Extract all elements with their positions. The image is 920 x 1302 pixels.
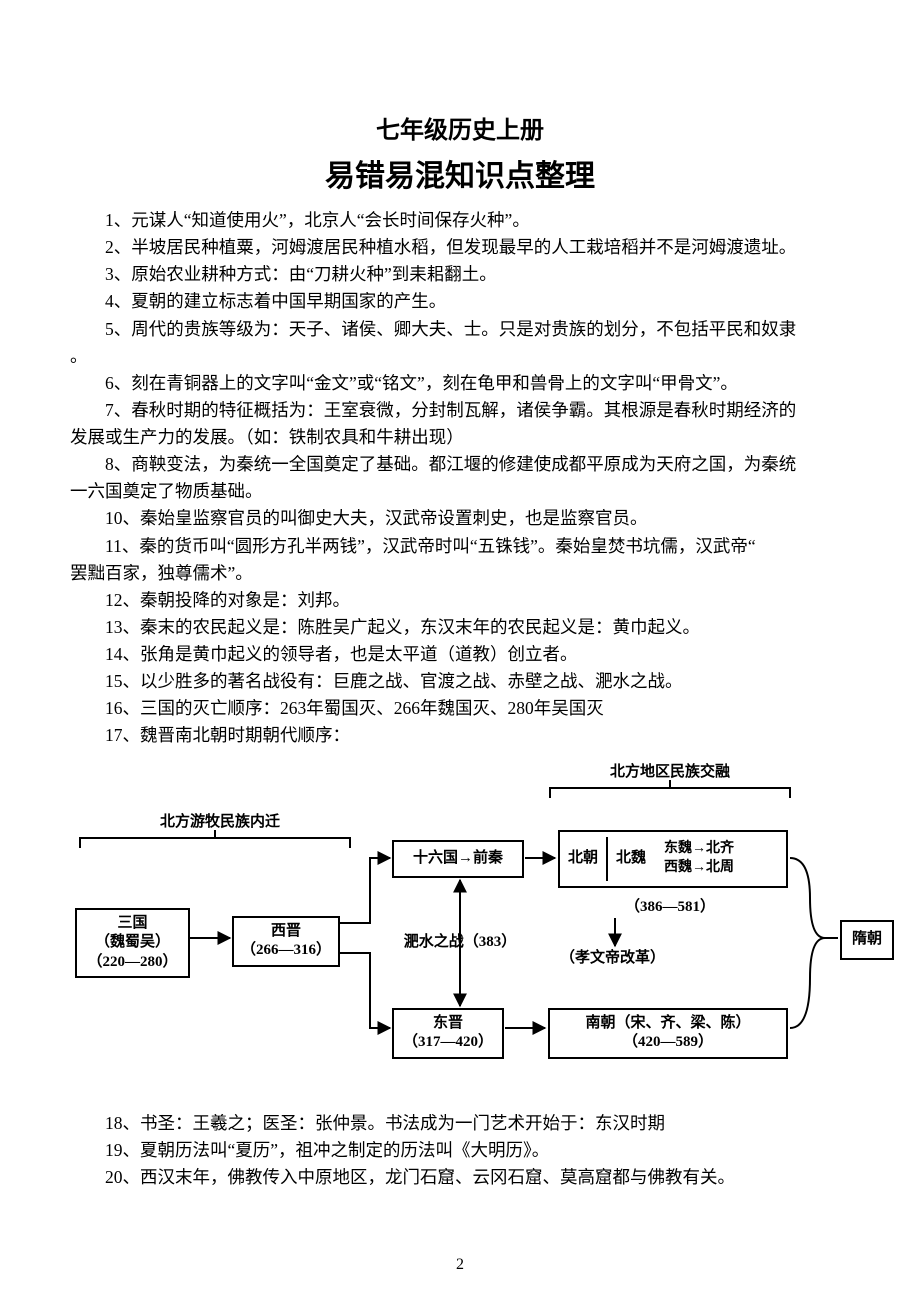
beichao-date: （386—581）: [625, 895, 715, 916]
node-sui-text: 隋朝: [852, 930, 882, 950]
node-sui: 隋朝: [840, 920, 894, 960]
item-5b: 。: [70, 343, 850, 370]
node-nanchao: 南朝（宋、齐、梁、陈） （420—589）: [548, 1008, 788, 1059]
item-11a: 11、秦的货币叫“圆形方孔半两钱”，汉武帝时叫“五铢钱”。秦始皇焚书坑儒，汉武帝…: [70, 533, 850, 560]
item-19: 19、夏朝历法叫“夏历”，祖冲之制定的历法叫《大明历》。: [70, 1137, 850, 1164]
item-20: 20、西汉末年，佛教传入中原地区，龙门石窟、云冈石窟、莫高窟都与佛教有关。: [70, 1164, 850, 1191]
node-nanchao-l2: （420—589）: [623, 1033, 713, 1053]
item-14: 14、张角是黄巾起义的领导者，也是太平道（道教）创立者。: [70, 641, 850, 668]
node-sanguo-l2: （魏蜀吴）: [95, 933, 170, 953]
dynasty-diagram: 北方游牧民族内迁 北方地区民族交融 三国 （魏蜀吴） （220—280） 西晋 …: [70, 768, 870, 1098]
xiaowen-label: （孝文帝改革）: [560, 946, 665, 967]
beichao-label: 北朝: [568, 849, 598, 869]
label-fusion: 北方地区民族交融: [590, 760, 750, 781]
item-10: 10、秦始皇监察官员的叫御史大夫，汉武帝设置刺史，也是监察官员。: [70, 505, 850, 532]
node-dongjin-l1: 东晋: [433, 1014, 463, 1034]
node-xijin: 西晋 （266—316）: [232, 916, 340, 967]
item-16: 16、三国的灭亡顺序：263年蜀国灭、266年魏国灭、280年吴国灭: [70, 695, 850, 722]
beichao-divider: [606, 837, 608, 881]
node-sanguo-l3: （220—280）: [87, 953, 177, 973]
item-3: 3、原始农业耕种方式：由“刀耕火种”到耒耜翻土。: [70, 261, 850, 288]
label-migration: 北方游牧民族内迁: [140, 810, 300, 831]
item-6: 6、刻在青铜器上的文字叫“金文”或“铭文”，刻在龟甲和兽骨上的文字叫“甲骨文”。: [70, 370, 850, 397]
node-xijin-l1: 西晋: [271, 922, 301, 942]
title-grade: 七年级历史上册: [70, 110, 850, 145]
node-shiliu: 十六国→前秦: [392, 840, 524, 878]
node-dongjin-l2: （317—420）: [403, 1033, 493, 1053]
item-5a: 5、周代的贵族等级为：天子、诸侯、卿大夫、士。只是对贵族的划分，不包括平民和奴隶: [70, 316, 850, 343]
dongwei-label: 东魏→北齐: [664, 841, 734, 856]
title-main: 易错易混知识点整理: [70, 151, 850, 195]
item-8b: 一六国奠定了物质基础。: [70, 478, 850, 505]
node-sanguo: 三国 （魏蜀吴） （220—280）: [75, 908, 190, 979]
item-12: 12、秦朝投降的对象是：刘邦。: [70, 587, 850, 614]
node-beichao: 北朝 北魏 东魏→北齐 西魏→北周: [558, 830, 788, 888]
beiwei-label: 北魏: [616, 849, 646, 869]
item-11b: 罢黜百家，独尊儒术”。: [70, 560, 850, 587]
item-18: 18、书圣：王羲之；医圣：张仲景。书法成为一门艺术开始于：东汉时期: [70, 1110, 850, 1137]
item-7a: 7、春秋时期的特征概括为：王室衰微，分封制瓦解，诸侯争霸。其根源是春秋时期经济的: [70, 397, 850, 424]
node-nanchao-l1: 南朝（宋、齐、梁、陈）: [585, 1014, 750, 1034]
item-8a: 8、商鞅变法，为秦统一全国奠定了基础。都江堰的修建使成都平原成为天府之国，为秦统: [70, 451, 850, 478]
node-xijin-l2: （266—316）: [241, 941, 331, 961]
item-15: 15、以少胜多的著名战役有：巨鹿之战、官渡之战、赤壁之战、淝水之战。: [70, 668, 850, 695]
item-13: 13、秦末的农民起义是：陈胜吴广起义，东汉末年的农民起义是：黄巾起义。: [70, 614, 850, 641]
item-4: 4、夏朝的建立标志着中国早期国家的产生。: [70, 288, 850, 315]
item-17: 17、魏晋南北朝时期朝代顺序：: [70, 722, 850, 749]
node-sanguo-l1: 三国: [117, 914, 147, 934]
xiwei-label: 西魏→北周: [664, 860, 734, 875]
item-1: 1、元谋人“知道使用火”，北京人“会长时间保存火种”。: [70, 207, 850, 234]
node-shiliu-text: 十六国→前秦: [413, 849, 503, 869]
node-dongjin: 东晋 （317—420）: [392, 1008, 504, 1059]
item-7b: 发展或生产力的发展。（如：铁制农具和牛耕出现）: [70, 424, 850, 451]
feishui-label: 淝水之战（383）: [380, 930, 540, 951]
item-2: 2、半坡居民种植粟，河姆渡居民种植水稻，但发现最早的人工栽培稻并不是河姆渡遗址。: [70, 234, 850, 261]
page-number: 2: [0, 1256, 920, 1274]
